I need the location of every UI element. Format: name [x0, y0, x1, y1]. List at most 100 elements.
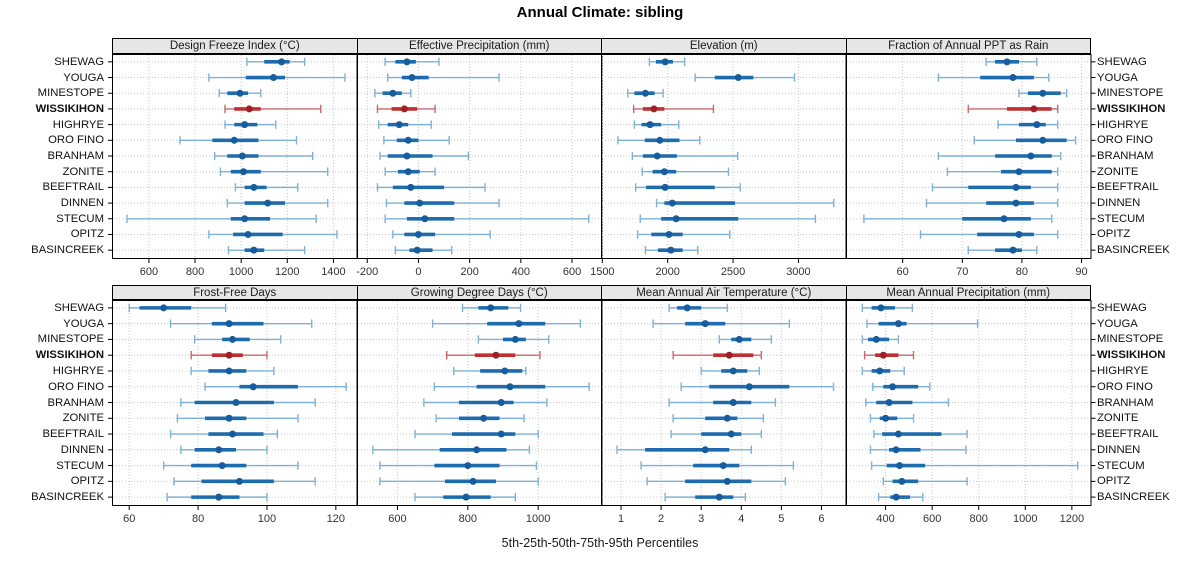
- series-branham: [378, 151, 469, 161]
- median-dot: [278, 58, 286, 66]
- median-dot: [650, 105, 658, 113]
- median-dot: [653, 152, 661, 160]
- series-shewag: [246, 57, 306, 67]
- x-tick-label: 120: [327, 513, 345, 525]
- x-tick-label: 80: [192, 513, 204, 525]
- series-shewag: [383, 57, 440, 67]
- site-label-left-zonite: ZONITE: [62, 165, 104, 178]
- site-label-left-wissikihon: WISSIKIHON: [35, 102, 104, 115]
- site-label-left-zonite: ZONITE: [62, 412, 104, 425]
- site-label-right-shewag: SHEWAG: [1097, 301, 1147, 314]
- x-tick-label: 0: [415, 266, 421, 278]
- median-dot: [881, 414, 889, 422]
- x-tick-label: -200: [356, 266, 378, 278]
- site-label-left-opitz: OPITZ: [70, 475, 104, 488]
- site-label-left-branham: BRANHAM: [47, 396, 105, 409]
- series-stecum: [862, 214, 1052, 223]
- series-youga: [169, 319, 313, 328]
- axis-caption: 5th-25th-50th-75th-95th Percentiles: [501, 536, 699, 550]
- series-minestope: [373, 89, 411, 98]
- series-oro-fino: [204, 382, 347, 391]
- series-minestope: [718, 335, 773, 344]
- median-dot: [1003, 58, 1011, 66]
- series-opitz: [391, 230, 491, 239]
- series-zonite: [219, 167, 329, 176]
- median-dot: [1032, 121, 1040, 129]
- panel-6: 600 800 1000: [356, 300, 602, 525]
- median-dot: [486, 304, 494, 312]
- series-stecum: [162, 461, 299, 470]
- x-tick-label: 90: [1075, 266, 1087, 278]
- x-tick-label: 800: [969, 513, 987, 525]
- median-dot: [491, 351, 499, 359]
- median-dot: [479, 414, 487, 422]
- median-dot: [402, 58, 410, 66]
- series-basincreek: [394, 245, 452, 255]
- x-tick-label: 400: [511, 266, 529, 278]
- x-tick-label: 6: [818, 513, 824, 525]
- series-beeftrail: [670, 429, 763, 439]
- site-label-left-beeftrail: BEEFTRAIL: [42, 181, 104, 194]
- median-dot: [250, 183, 258, 191]
- panel-strip-1: Design Freeze Index (°C): [112, 38, 358, 54]
- series-basincreek: [166, 492, 268, 502]
- median-dot: [160, 304, 168, 312]
- panel-3: 1500 2000 2500 3000: [590, 54, 847, 278]
- series-beeftrail: [376, 183, 486, 192]
- series-highrye: [700, 366, 761, 376]
- site-label-right-youga: YOUGA: [1097, 317, 1138, 330]
- site-label-right-minestope: MINESTOPE: [1097, 87, 1164, 100]
- series-oro-fino: [179, 136, 298, 145]
- series-stecum: [640, 461, 795, 470]
- x-tick-label: 3: [698, 513, 704, 525]
- site-label-right-dinnen: DINNEN: [1097, 197, 1141, 210]
- series-basincreek: [664, 492, 746, 502]
- x-tick-label: 800: [458, 513, 476, 525]
- site-label-right-opitz: OPITZ: [1097, 228, 1131, 241]
- site-label-left-shewag: SHEWAG: [54, 301, 104, 314]
- site-label-right-zonite: ZONITE: [1097, 412, 1139, 425]
- series-wissikihon: [967, 104, 1058, 114]
- panel-5: 60 80 100 120: [108, 300, 358, 525]
- panel-1: 600 800 1000 1200 1400: [108, 54, 358, 278]
- panel-7: 1 2 3 4 5 6: [601, 300, 847, 525]
- series-opitz: [919, 230, 1058, 239]
- panel-strip-6: Growing Degree Days (°C): [356, 285, 602, 300]
- series-oro-fino: [617, 136, 701, 145]
- median-dot: [723, 477, 731, 485]
- series-stecum: [870, 461, 1078, 470]
- chart-title: Annual Climate: sibling: [516, 4, 684, 21]
- series-oro-fino: [973, 136, 1076, 145]
- median-dot: [402, 152, 410, 160]
- series-dinnen: [869, 445, 967, 455]
- site-label-left-opitz: OPITZ: [70, 228, 104, 241]
- median-dot: [1014, 168, 1022, 176]
- series-opitz: [173, 477, 316, 486]
- series-beeftrail: [872, 429, 968, 439]
- series-dinnen: [226, 198, 329, 208]
- site-label-right-branham: BRANHAM: [1097, 150, 1154, 162]
- site-label-right-oro-fino: ORO FINO: [1097, 380, 1153, 393]
- median-dot: [225, 320, 233, 328]
- site-label-right-basincreek: BASINCREEK: [1097, 244, 1170, 257]
- median-dot: [249, 383, 257, 391]
- series-branham: [422, 398, 548, 407]
- median-dot: [215, 493, 223, 501]
- median-dot: [241, 215, 249, 223]
- series-shewag: [861, 303, 913, 313]
- series-shewag: [668, 303, 728, 313]
- series-youga: [208, 73, 346, 82]
- x-tick-label: 5: [778, 513, 784, 525]
- median-dot: [511, 335, 519, 343]
- median-dot: [244, 230, 252, 238]
- median-dot: [229, 430, 237, 438]
- median-dot: [727, 430, 735, 438]
- series-wissikihon: [190, 350, 268, 360]
- x-tick-label: 600: [388, 513, 406, 525]
- series-beeftrail: [413, 429, 539, 439]
- series-highrye: [452, 366, 527, 376]
- series-minestope: [627, 89, 664, 98]
- median-dot: [238, 152, 246, 160]
- series-beeftrail: [234, 183, 299, 192]
